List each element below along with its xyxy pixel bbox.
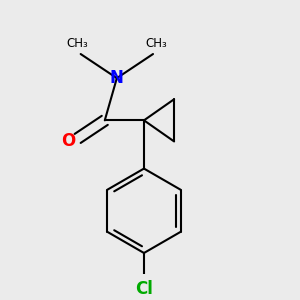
Text: CH₃: CH₃	[67, 37, 88, 50]
Text: Cl: Cl	[135, 280, 153, 298]
Text: N: N	[110, 69, 124, 87]
Text: O: O	[61, 132, 76, 150]
Text: CH₃: CH₃	[145, 37, 167, 50]
